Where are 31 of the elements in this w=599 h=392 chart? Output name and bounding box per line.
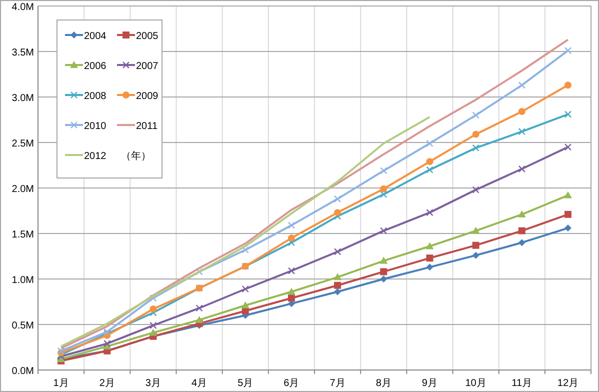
x-tick-label: 1月 bbox=[53, 378, 69, 389]
y-tick-label: 1.0M bbox=[12, 275, 34, 286]
x-tick-label: 11月 bbox=[512, 378, 532, 389]
legend-label: 2007 bbox=[136, 61, 159, 72]
y-tick-label: 4.0M bbox=[12, 2, 34, 13]
y-tick-label: 3.0M bbox=[12, 93, 34, 104]
x-tick-label: 10月 bbox=[465, 378, 486, 389]
x-tick-label: 7月 bbox=[330, 378, 346, 389]
legend-label: 2006 bbox=[84, 61, 107, 72]
y-tick-label: 2.5M bbox=[12, 138, 34, 150]
y-tick-label: 3.5M bbox=[12, 48, 34, 58]
y-tick-label: 2.0M bbox=[12, 184, 34, 195]
x-tick-label: 3月 bbox=[145, 378, 161, 389]
y-tick-label: 1.5M bbox=[12, 230, 34, 240]
x-tick-label: 8月 bbox=[376, 378, 392, 389]
y-tick-label: 0.0M bbox=[12, 366, 34, 377]
y-tick-label: 0.5M bbox=[12, 320, 34, 332]
x-tick-label: 9月 bbox=[422, 378, 438, 389]
x-tick-label: 6月 bbox=[284, 378, 300, 389]
legend-label: 2004 bbox=[84, 31, 107, 42]
x-tick-label: 4月 bbox=[192, 378, 208, 389]
legend-label: 2008 bbox=[84, 91, 107, 102]
legend-label: 2005 bbox=[136, 31, 159, 42]
x-tick-label: 5月 bbox=[238, 378, 254, 389]
legend-label: 2009 bbox=[136, 91, 159, 102]
x-tick-label: 2月 bbox=[99, 378, 115, 389]
legend-label: 2012 bbox=[84, 151, 107, 162]
legend-label: 2010 bbox=[84, 121, 107, 132]
legend-title: （年） bbox=[121, 150, 151, 162]
legend-label: 2011 bbox=[136, 121, 158, 132]
x-tick-label: 12月 bbox=[557, 378, 579, 389]
